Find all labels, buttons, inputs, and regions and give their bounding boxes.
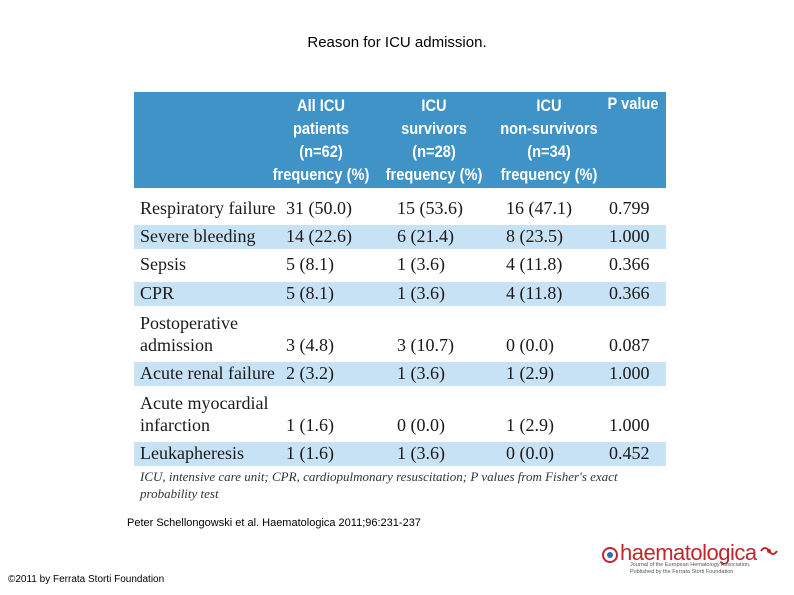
cell-all: 14 (22.6) xyxy=(286,226,352,246)
cell-p-value: 0.452 xyxy=(609,443,650,463)
ornament-icon xyxy=(760,547,778,555)
row-label: Postoperative admission xyxy=(140,313,238,355)
table-row: Acute renal failure 2 (3.2) 1 (3.6) 1 (2… xyxy=(134,362,666,386)
table-header: All ICU patients (n=62) frequency (%) IC… xyxy=(134,92,666,188)
cell-p-value: 1.000 xyxy=(609,415,650,435)
cell-non-survivors: 0 (0.0) xyxy=(506,335,554,355)
logo-subtitle: Journal of the European Hematology Assoc… xyxy=(630,562,751,575)
row-label: Sepsis xyxy=(140,254,187,274)
cell-survivors: 0 (0.0) xyxy=(397,415,445,435)
cell-p-value: 0.087 xyxy=(609,335,650,355)
header-non-survivors: ICU non-survivors (n=34) frequency (%) xyxy=(500,96,598,184)
cell-non-survivors: 4 (11.8) xyxy=(506,283,563,303)
cell-all: 5 (8.1) xyxy=(286,254,334,274)
table-row: Acute myocardial infarction 1 (1.6) 0 (0… xyxy=(134,392,666,438)
cell-non-survivors: 8 (23.5) xyxy=(506,226,563,246)
row-label: Leukapheresis xyxy=(140,443,244,463)
admission-table: All ICU patients (n=62) frequency (%) IC… xyxy=(134,92,666,509)
cell-survivors: 1 (3.6) xyxy=(397,363,445,383)
cell-p-value: 1.000 xyxy=(609,226,650,246)
journal-logo: haematologica Journal of the European He… xyxy=(600,540,780,578)
slide-title: Reason for ICU admission. xyxy=(307,34,487,51)
cell-all: 5 (8.1) xyxy=(286,283,334,303)
table-row: Respiratory failure 31 (50.0) 15 (53.6) … xyxy=(134,196,666,221)
citation: Peter Schellongowski et al. Haematologic… xyxy=(127,517,421,529)
cell-all: 3 (4.8) xyxy=(286,335,334,355)
table-footnote: ICU, intensive care unit; CPR, cardiopul… xyxy=(140,469,618,501)
table-row: Leukapheresis 1 (1.6) 1 (3.6) 0 (0.0) 0.… xyxy=(134,442,666,466)
cell-all: 2 (3.2) xyxy=(286,363,334,383)
cell-p-value: 0.799 xyxy=(609,198,650,218)
table-row: Postoperative admission 3 (4.8) 3 (10.7)… xyxy=(134,312,666,358)
row-label: Severe bleeding xyxy=(140,226,256,246)
cell-survivors: 15 (53.6) xyxy=(397,198,463,218)
row-label: CPR xyxy=(140,283,175,303)
cell-p-value: 0.366 xyxy=(609,254,650,274)
copyright: ©2011 by Ferrata Storti Foundation xyxy=(8,574,165,585)
cell-non-survivors: 1 (2.9) xyxy=(506,363,554,383)
cell-all: 1 (1.6) xyxy=(286,415,334,435)
cell-non-survivors: 4 (11.8) xyxy=(506,254,563,274)
cell-all: 1 (1.6) xyxy=(286,443,334,463)
logo-wordmark: haematologica xyxy=(620,540,757,565)
cell-survivors: 3 (10.7) xyxy=(397,335,454,355)
cell-p-value: 1.000 xyxy=(609,363,650,383)
cell-non-survivors: 1 (2.9) xyxy=(506,415,554,435)
header-p-value: P value xyxy=(607,94,659,113)
header-survivors: ICU survivors (n=28) frequency (%) xyxy=(385,96,483,184)
cell-survivors: 1 (3.6) xyxy=(397,283,445,303)
row-label: Acute myocardial infarction xyxy=(140,393,269,435)
cell-survivors: 1 (3.6) xyxy=(397,443,445,463)
table-row: CPR 5 (8.1) 1 (3.6) 4 (11.8) 0.366 xyxy=(134,282,666,306)
cell-p-value: 0.366 xyxy=(609,283,650,303)
cell-non-survivors: 0 (0.0) xyxy=(506,443,554,463)
table-row: Severe bleeding 14 (22.6) 6 (21.4) 8 (23… xyxy=(134,225,666,249)
cell-survivors: 1 (3.6) xyxy=(397,254,445,274)
header-all-patients: All ICU patients (n=62) frequency (%) xyxy=(272,96,370,184)
table-row: Sepsis 5 (8.1) 1 (3.6) 4 (11.8) 0.366 xyxy=(134,253,666,277)
cell-non-survivors: 16 (47.1) xyxy=(506,198,572,218)
cell-all: 31 (50.0) xyxy=(286,198,352,218)
row-label: Acute renal failure xyxy=(140,363,275,383)
cell-survivors: 6 (21.4) xyxy=(397,226,454,246)
row-label: Respiratory failure xyxy=(140,198,276,218)
logo-mark-icon xyxy=(602,547,618,563)
